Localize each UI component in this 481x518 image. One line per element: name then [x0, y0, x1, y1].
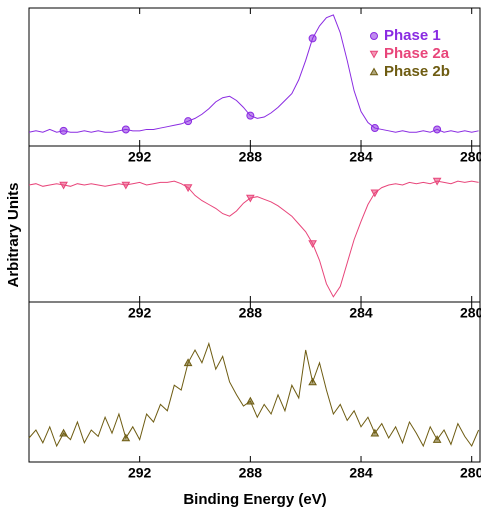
data-marker — [59, 181, 68, 190]
data-marker — [183, 358, 193, 367]
data-marker — [121, 125, 130, 134]
x-tick-label: 288 — [239, 465, 263, 481]
legend-label: Phase 2b — [384, 63, 450, 80]
data-marker — [370, 124, 379, 133]
data-marker — [432, 177, 442, 186]
data-marker — [308, 377, 317, 386]
data-marker — [183, 184, 193, 193]
data-marker — [246, 396, 255, 405]
x-tick-label: 292 — [128, 149, 152, 165]
data-marker — [59, 428, 68, 437]
x-tick-label: 288 — [239, 149, 263, 165]
y-axis-label: Arbitrary Units — [5, 182, 22, 287]
data-marker — [432, 435, 442, 443]
x-tick-label: 284 — [349, 305, 373, 321]
data-marker — [121, 181, 131, 190]
series-line — [28, 341, 480, 448]
data-marker — [59, 126, 68, 135]
x-tick-label: 284 — [349, 149, 373, 165]
x-tick-label: 284 — [349, 465, 373, 481]
data-marker — [121, 433, 131, 442]
data-marker — [308, 34, 317, 43]
data-marker — [308, 240, 317, 249]
x-tick-label: 280 — [460, 305, 481, 321]
legend-marker — [370, 32, 378, 40]
legend-label: Phase 1 — [384, 27, 441, 44]
data-marker — [370, 189, 380, 198]
x-tick-label: 288 — [239, 305, 263, 321]
x-tick-label: 280 — [460, 465, 481, 481]
x-tick-label: 292 — [128, 465, 152, 481]
x-tick-label: 292 — [128, 305, 152, 321]
x-axis-label: Binding Energy (eV) — [183, 491, 326, 508]
series-line — [28, 180, 479, 298]
x-tick-label: 280 — [460, 149, 481, 165]
legend-label: Phase 2a — [384, 45, 450, 62]
panel-frame — [28, 145, 481, 303]
data-marker — [246, 194, 255, 203]
data-marker — [370, 428, 380, 437]
panel-frame — [28, 301, 481, 463]
data-marker — [433, 125, 442, 134]
legend-marker — [369, 50, 379, 59]
data-marker — [184, 117, 193, 126]
legend-marker — [369, 67, 379, 76]
data-marker — [246, 111, 255, 120]
